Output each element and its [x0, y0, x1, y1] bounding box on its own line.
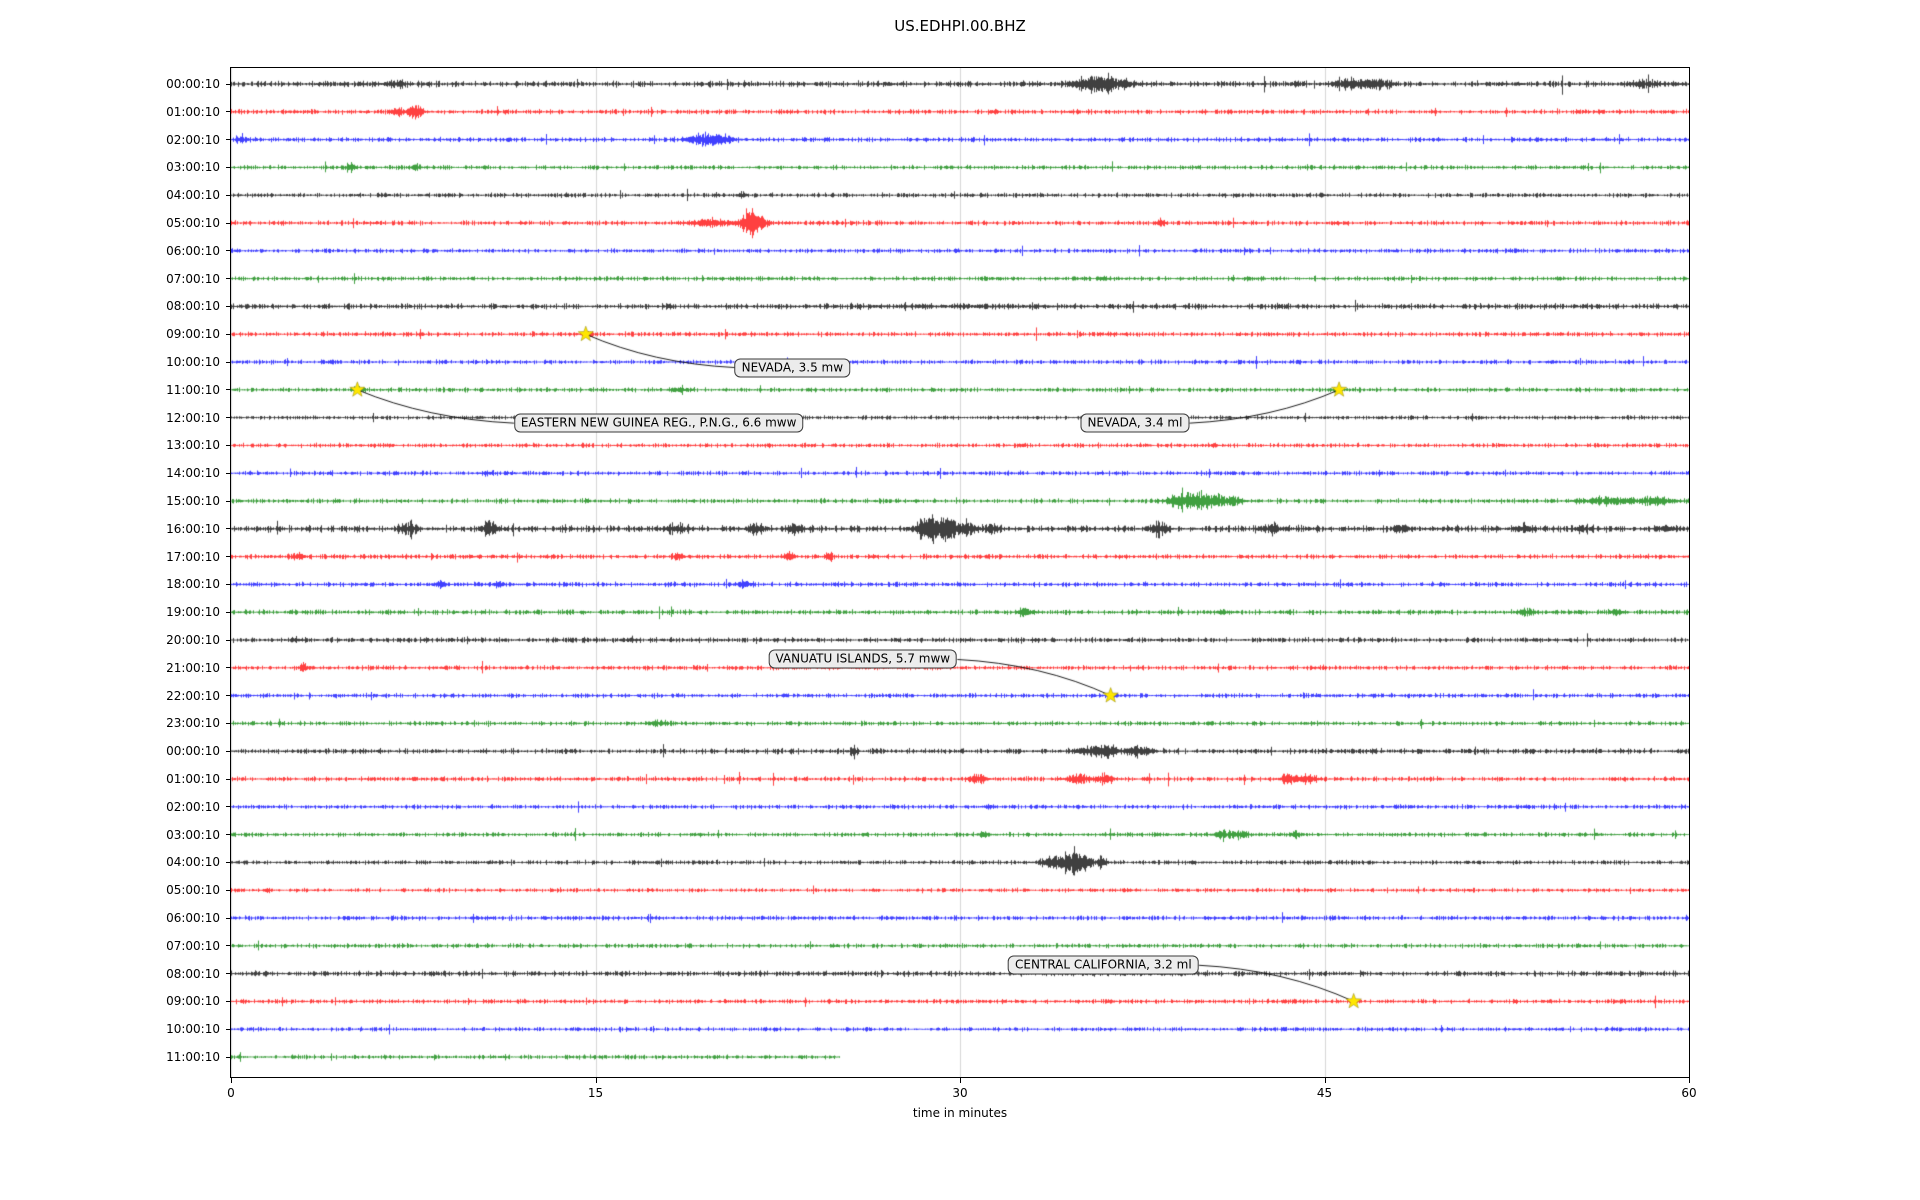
x-tick-mark [595, 1078, 597, 1083]
y-tick-label: 05:00:10 [166, 883, 220, 898]
y-tick-label: 09:00:10 [166, 994, 220, 1009]
y-tick-mark [226, 611, 230, 613]
y-tick-mark [226, 583, 230, 585]
event-annotation: VANUATU ISLANDS, 5.7 mww [768, 649, 958, 669]
y-tick-mark [226, 750, 230, 752]
x-tick-mark [960, 1078, 961, 1083]
x-tick-label: 15 [587, 1086, 604, 1100]
y-tick-mark [226, 194, 230, 196]
y-tick-label: 04:00:10 [166, 855, 220, 870]
y-tick-mark [226, 1056, 230, 1058]
y-tick-label: 08:00:10 [166, 299, 220, 314]
y-tick-label: 11:00:10 [166, 382, 220, 397]
y-tick-label: 01:00:10 [166, 104, 220, 119]
y-tick-mark [226, 667, 230, 669]
event-annotation: EASTERN NEW GUINEA REG., P.N.G., 6.6 mww [513, 413, 804, 433]
x-tick-label: 0 [227, 1086, 235, 1100]
y-tick-mark [226, 361, 230, 363]
y-tick-mark [226, 278, 230, 280]
y-tick-mark [226, 917, 230, 919]
y-tick-label: 14:00:10 [166, 466, 220, 481]
y-tick-label: 09:00:10 [166, 327, 220, 342]
y-tick-label: 02:00:10 [166, 132, 220, 147]
y-tick-mark [226, 139, 230, 141]
y-tick-label: 20:00:10 [166, 633, 220, 647]
x-tick-mark [1689, 1078, 1690, 1083]
y-tick-label: 10:00:10 [166, 1022, 220, 1037]
y-tick-mark [226, 861, 230, 863]
trace-canvas [231, 68, 1689, 1077]
y-tick-label: 06:00:10 [166, 243, 220, 258]
x-tick-mark [1324, 1078, 1326, 1083]
y-tick-label: 07:00:10 [166, 938, 220, 953]
x-tick-mark [231, 1078, 232, 1083]
x-tick-label: 45 [1316, 1086, 1333, 1100]
y-tick-label: 12:00:10 [166, 410, 220, 425]
y-tick-mark [226, 222, 230, 224]
chart-title: US.EDHPI.00.BHZ [894, 17, 1026, 35]
event-annotation: CENTRAL CALIFORNIA, 3.2 ml [1008, 955, 1199, 975]
y-tick-mark [226, 305, 230, 307]
y-tick-mark [226, 834, 230, 836]
y-tick-label: 02:00:10 [166, 799, 220, 814]
y-tick-mark [226, 722, 230, 724]
event-annotation: NEVADA, 3.4 ml [1080, 413, 1190, 433]
y-tick-label: 04:00:10 [166, 188, 220, 203]
x-tick-label: 60 [1681, 1086, 1697, 1100]
y-tick-label: 22:00:10 [166, 688, 220, 703]
y-tick-mark [226, 250, 230, 252]
y-tick-mark [226, 1028, 230, 1030]
y-tick-label: 10:00:10 [166, 355, 220, 369]
y-tick-label: 00:00:10 [166, 744, 220, 759]
y-tick-mark [226, 889, 230, 891]
y-tick-label: 07:00:10 [166, 271, 220, 286]
y-tick-mark [226, 166, 230, 168]
y-tick-label: 21:00:10 [166, 660, 220, 675]
y-tick-mark [226, 83, 230, 85]
y-tick-label: 15:00:10 [166, 494, 220, 508]
y-tick-mark [226, 945, 230, 947]
y-tick-label: 13:00:10 [166, 438, 220, 453]
y-tick-label: 19:00:10 [166, 605, 220, 620]
y-tick-label: 05:00:10 [166, 216, 220, 230]
y-tick-label: 06:00:10 [166, 911, 220, 925]
y-tick-mark [226, 778, 230, 780]
y-tick-mark [226, 528, 230, 530]
y-tick-mark [226, 556, 230, 558]
y-tick-mark [226, 472, 230, 474]
y-tick-mark [226, 500, 230, 502]
y-tick-mark [226, 1000, 230, 1002]
y-tick-mark [226, 639, 230, 641]
y-tick-label: 03:00:10 [166, 827, 220, 842]
plot-area: NEVADA, 3.5 mw EASTERN NEW GUINEA REG., P… [230, 67, 1690, 1078]
x-tick-label: 30 [952, 1086, 968, 1100]
y-tick-label: 01:00:10 [166, 772, 220, 786]
y-tick-label: 17:00:10 [166, 549, 220, 564]
event-annotation: NEVADA, 3.5 mw [734, 358, 851, 378]
y-tick-mark [226, 389, 230, 391]
y-tick-label: 16:00:10 [166, 521, 220, 536]
y-tick-label: 00:00:10 [166, 77, 220, 91]
y-tick-label: 11:00:10 [166, 1050, 220, 1064]
y-tick-mark [226, 417, 230, 419]
y-tick-mark [226, 806, 230, 808]
y-tick-label: 08:00:10 [166, 966, 220, 981]
y-tick-label: 03:00:10 [166, 160, 220, 175]
x-axis-label: time in minutes [912, 1106, 1008, 1120]
y-tick-label: 23:00:10 [166, 716, 220, 731]
y-tick-mark [226, 695, 230, 697]
y-tick-label: 18:00:10 [166, 577, 220, 592]
y-tick-mark [226, 444, 230, 446]
y-tick-mark [226, 333, 230, 335]
y-tick-mark [226, 111, 230, 113]
y-tick-mark [226, 973, 230, 975]
